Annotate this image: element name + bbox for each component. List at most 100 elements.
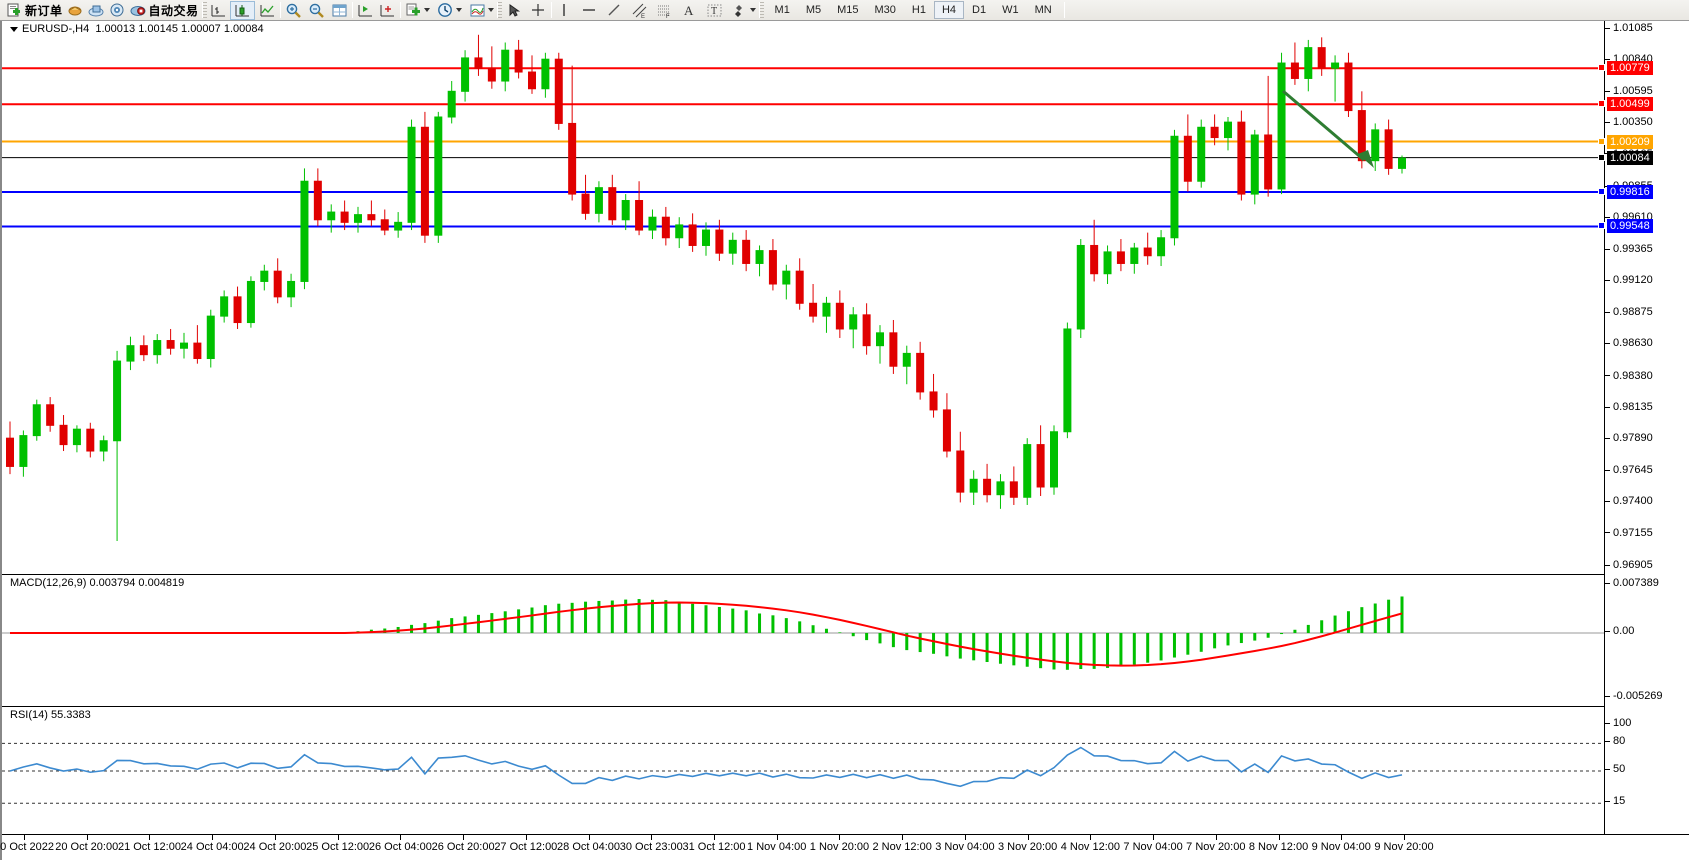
price-tick: 0.97645 [1605, 464, 1653, 476]
time-label: 9 Nov 04:00 [1311, 841, 1371, 853]
data-window-icon[interactable] [88, 2, 105, 19]
macd-tick: -0.005269 [1605, 690, 1663, 702]
line-chart-icon[interactable] [259, 2, 276, 19]
auto-trading-label[interactable]: 自动交易 [148, 3, 199, 18]
time-label: 1 Nov 20:00 [809, 841, 870, 853]
navigator-icon[interactable] [109, 2, 126, 19]
price-level-handle[interactable] [1598, 64, 1605, 72]
vertical-line-icon[interactable] [556, 2, 573, 19]
timeframe-m1[interactable]: M1 [774, 4, 790, 16]
fibonacci-icon[interactable]: F [656, 2, 673, 19]
macd-pane[interactable]: MACD(12,26,9) 0.003794 0.004819 [2, 574, 1689, 706]
grid-icon[interactable] [331, 2, 348, 19]
timeframe-m30[interactable]: M30 [874, 4, 896, 16]
timeframe-h1[interactable]: H1 [911, 4, 926, 16]
toolbar-separator [279, 2, 281, 18]
time-label: 20 Oct 2022 [0, 841, 54, 853]
time-tick [1278, 835, 1280, 840]
time-label: 8 Nov 12:00 [1248, 841, 1309, 853]
price-level-handle[interactable] [1598, 137, 1605, 145]
zoom-out-icon[interactable] [308, 2, 325, 19]
toolbar-separator [1063, 2, 1065, 18]
collapse-arrow-icon[interactable] [10, 26, 18, 32]
trendline-icon[interactable] [606, 2, 623, 19]
time-tick [1153, 835, 1155, 840]
timeframe-h4[interactable]: H4 [933, 1, 965, 19]
time-label: 24 Oct 20:00 [243, 841, 307, 853]
price-tick: 0.99120 [1605, 274, 1653, 286]
price-tick: 0.98380 [1605, 370, 1653, 382]
time-tick [776, 835, 778, 840]
toolbar-grip[interactable] [758, 2, 764, 18]
time-label: 26 Oct 20:00 [431, 841, 495, 853]
toolbar-grip[interactable] [201, 2, 207, 18]
new-order-button[interactable]: 新订单 [2, 1, 67, 20]
timeframe-w1[interactable]: W1 [1002, 4, 1019, 16]
profile-icon[interactable] [67, 2, 84, 19]
time-label: 28 Oct 04:00 [557, 841, 621, 853]
time-tick [902, 835, 904, 840]
price-scale[interactable]: 1.010851.008401.005951.003501.001050.998… [1598, 21, 1689, 834]
candlestick-chart-icon [234, 2, 251, 19]
price-level-label[interactable]: 1.00084 [1607, 150, 1653, 165]
price-tick: 1.00350 [1605, 116, 1653, 128]
text-label-icon[interactable]: A [681, 2, 698, 19]
auto-trading-icon[interactable] [130, 2, 147, 19]
shapes-icon[interactable] [731, 2, 748, 19]
toolbar-grip[interactable] [496, 2, 502, 18]
period-dropdown-icon[interactable] [455, 8, 462, 12]
price-level-label[interactable]: 1.00779 [1607, 61, 1653, 76]
time-label: 2 Nov 12:00 [872, 841, 932, 853]
auto-scroll-icon[interactable] [379, 2, 396, 19]
indicators-dropdown-icon[interactable] [423, 8, 430, 12]
price-level-label[interactable]: 1.00499 [1607, 97, 1653, 112]
time-tick [525, 835, 527, 840]
templates-dropdown-icon[interactable] [487, 8, 494, 12]
candlestick-chart-button[interactable] [229, 0, 255, 20]
time-tick [86, 835, 88, 840]
time-tick [274, 835, 276, 840]
price-tick: 0.97155 [1605, 527, 1653, 539]
rsi-pane[interactable]: RSI(14) 55.3383 [2, 706, 1689, 834]
macd-plot [2, 596, 1606, 670]
timeframe-m15[interactable]: M15 [837, 4, 859, 16]
period-icon[interactable] [437, 2, 454, 19]
time-label: 9 Nov 20:00 [1374, 841, 1434, 853]
price-tick: 0.97400 [1605, 495, 1653, 507]
time-tick [839, 835, 841, 840]
text-icon[interactable]: T [706, 2, 723, 19]
time-label: 31 Oct 12:00 [682, 841, 746, 853]
shapes-dropdown-icon[interactable] [749, 8, 756, 12]
price-level-label[interactable]: 1.00209 [1607, 134, 1653, 149]
price-pane[interactable]: EURUSD-,H4 1.00013 1.00145 1.00007 1.000… [2, 21, 1689, 574]
indicators-icon[interactable] [405, 2, 422, 19]
chart-area[interactable]: EURUSD-,H4 1.00013 1.00145 1.00007 1.000… [0, 21, 1689, 860]
timeframe-m5[interactable]: M5 [805, 4, 822, 16]
price-level-handle[interactable] [1598, 222, 1605, 230]
price-level-handle[interactable] [1598, 188, 1605, 196]
price-tick: 1.01085 [1605, 22, 1653, 34]
timeframe-d1[interactable]: D1 [972, 4, 987, 16]
bar-chart-icon[interactable] [210, 2, 227, 19]
rsi-tick: 50 [1605, 763, 1625, 775]
price-tick: 0.96905 [1605, 559, 1653, 571]
equidistant-channel-icon[interactable]: E [631, 2, 648, 19]
svg-text:E: E [641, 14, 645, 19]
time-label: 7 Nov 20:00 [1186, 841, 1246, 853]
crosshair-icon[interactable] [530, 2, 547, 19]
price-level-handle[interactable] [1598, 153, 1605, 161]
scroll-end-icon[interactable] [357, 2, 374, 19]
time-label: 27 Oct 12:00 [494, 841, 558, 853]
price-level-label[interactable]: 0.99816 [1607, 185, 1653, 200]
svg-text:F: F [666, 14, 670, 19]
cursor-icon[interactable] [505, 2, 522, 19]
toolbar-separator [550, 2, 552, 18]
macd-label: MACD(12,26,9) 0.003794 0.004819 [10, 577, 189, 589]
zoom-in-icon[interactable] [285, 2, 302, 19]
timeframe-mn[interactable]: MN [1034, 4, 1052, 16]
templates-icon[interactable] [469, 2, 486, 19]
price-level-handle[interactable] [1598, 100, 1605, 108]
horizontal-line-icon[interactable] [581, 2, 598, 19]
price-level-label[interactable]: 0.99548 [1607, 219, 1653, 234]
time-label: 25 Oct 12:00 [306, 841, 370, 853]
